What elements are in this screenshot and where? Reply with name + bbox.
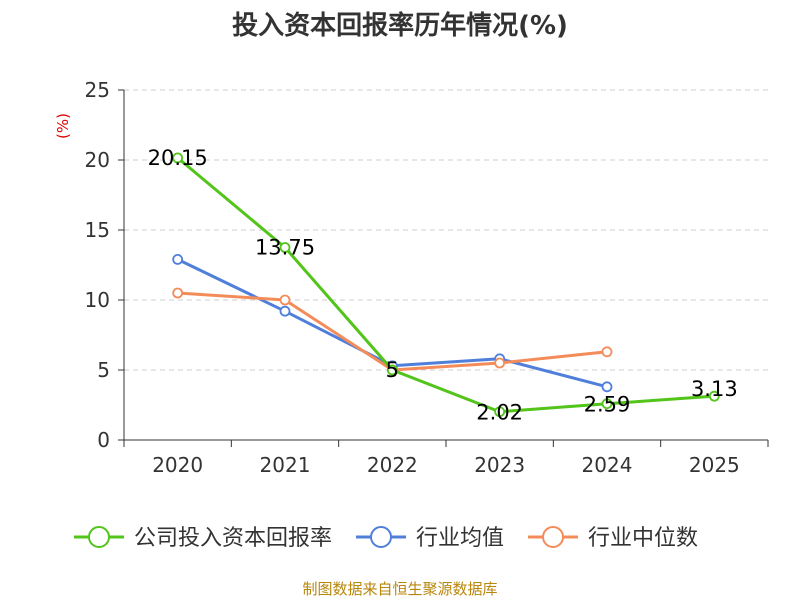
series-1-point-2021[interactable] [279,305,291,317]
x-tick-label-2023: 2023 [474,453,525,477]
legend-item-2[interactable]: 行业中位数 [528,526,698,551]
source-note: 制图数据来自恒生聚源数据库 [302,580,497,598]
x-tick-label-2020: 2020 [152,453,203,477]
gridlines [124,89,768,371]
y-tick-label-5: 5 [97,358,110,382]
data-label-2025: 3.13 [691,377,738,401]
series-1-point-2020[interactable] [172,253,184,265]
data-label-2020: 20.15 [148,146,208,170]
legend-swatch-marker-0 [88,526,110,548]
x-tick-label-2021: 2021 [260,453,311,477]
series-0-point-2025[interactable] [708,390,720,402]
legend-swatch-marker-2 [542,526,565,548]
legend-item-0[interactable]: 公司投入资本回报率 [74,526,332,551]
y-tick-label-0: 0 [97,428,110,452]
series-2-point-2021[interactable] [279,294,291,306]
x-tick-label-2025: 2025 [689,453,740,477]
legend-item-1[interactable]: 行业均值 [356,526,504,551]
series-line-0 [176,156,715,414]
data-label-2023: 2.02 [476,401,523,425]
series-0-point-2021[interactable] [279,242,291,253]
y-axis-unit-label: (%) [54,113,72,139]
y-tick-label-10: 10 [85,288,110,312]
legend-label-2: 行业中位数 [588,526,698,551]
series-0-point-2022[interactable] [386,364,398,376]
data-label-2024: 2.59 [584,393,631,417]
series-lines [172,152,720,418]
series-1-point-2024[interactable] [601,381,613,393]
series-2-point-2024[interactable] [601,346,613,358]
legend-swatch-marker-1 [370,526,393,548]
x-tick-label-2022: 2022 [367,453,418,477]
series-2-point-2023[interactable] [494,357,506,369]
legend-label-0: 公司投入资本回报率 [134,526,332,551]
legend-label-1: 行业均值 [416,526,504,551]
chart-title: 投入资本回报率历年情况(%) [232,10,568,41]
y-tick-label-20: 20 [85,148,110,172]
y-tick-label-25: 25 [85,78,110,102]
series-2-point-2020[interactable] [172,287,184,299]
y-tick-label-15: 15 [85,218,110,242]
data-label-2021: 13.75 [255,236,315,260]
series-0-point-2024[interactable] [601,398,613,410]
series-0-point-2020[interactable] [172,152,184,164]
series-0-point-2023[interactable] [494,406,506,418]
data-labels: 20.15 13.75 5 2.02 2.59 3.13 [148,146,738,425]
data-label-2022: 5 [386,358,399,382]
legend[interactable]: 公司投入资本回报率 行业均值 行业中位数 [74,526,698,551]
x-tick-label-2024: 2024 [582,453,633,477]
